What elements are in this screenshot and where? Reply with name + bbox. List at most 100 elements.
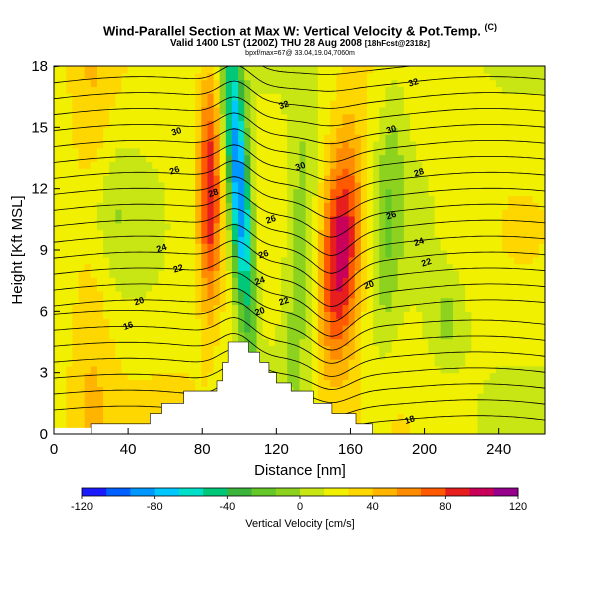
field-cell: [115, 147, 123, 156]
field-cell: [538, 215, 545, 224]
field-cell: [109, 399, 116, 408]
field-cell: [360, 413, 368, 421]
field-cell: [440, 290, 448, 299]
field-cell: [103, 188, 110, 197]
field-cell: [207, 127, 215, 135]
field-cell: [317, 331, 325, 340]
field-cell: [373, 140, 380, 149]
field-cell: [96, 243, 104, 251]
field-cell: [391, 106, 399, 115]
field-cell: [373, 413, 380, 421]
field-cell: [336, 277, 344, 285]
field-cell: [164, 352, 172, 360]
field-cell: [416, 175, 423, 183]
x-tick-label: 160: [338, 441, 363, 458]
field-cell: [207, 66, 215, 74]
field-cell: [60, 236, 67, 244]
field-cell: [115, 399, 123, 408]
field-cell: [219, 290, 227, 299]
field-cell: [281, 202, 288, 210]
field-cell: [452, 66, 460, 74]
field-cell: [287, 324, 294, 333]
field-cell: [508, 72, 515, 81]
field-cell: [514, 236, 522, 244]
field-cell: [446, 72, 454, 81]
field-cell: [281, 113, 288, 122]
field-cell: [274, 106, 282, 115]
field-cell: [471, 181, 479, 190]
field-cell: [256, 297, 264, 306]
field-cell: [121, 284, 129, 292]
field-cell: [477, 290, 485, 299]
field-cell: [434, 386, 442, 394]
field-cell: [133, 100, 141, 108]
field-cell: [127, 331, 135, 340]
field-cell: [287, 331, 294, 340]
field-cell: [103, 250, 110, 258]
field-cell: [311, 113, 319, 122]
field-cell: [471, 243, 479, 251]
field-cell: [385, 263, 393, 272]
field-cell: [195, 134, 202, 142]
field-cell: [90, 324, 98, 333]
field-cell: [121, 277, 129, 285]
field-cell: [244, 250, 251, 258]
field-cell: [465, 304, 472, 312]
field-cell: [471, 188, 479, 197]
field-cell: [182, 66, 190, 74]
field-cell: [348, 372, 356, 381]
field-cell: [452, 79, 460, 88]
field-cell: [330, 120, 337, 128]
field-cell: [139, 215, 147, 224]
field-cell: [367, 406, 374, 415]
field-cell: [330, 386, 337, 394]
field-cell: [287, 120, 294, 128]
field-cell: [127, 195, 135, 203]
field-cell: [281, 72, 288, 81]
field-cell: [342, 290, 350, 299]
field-cell: [164, 154, 172, 162]
field-cell: [348, 134, 356, 142]
colorbar-swatch: [178, 488, 204, 496]
field-cell: [330, 161, 337, 169]
field-cell: [452, 393, 460, 401]
field-cell: [428, 243, 436, 251]
field-cell: [84, 311, 92, 319]
field-cell: [256, 202, 264, 210]
field-cell: [324, 290, 331, 299]
field-cell: [502, 202, 509, 210]
field-cell: [538, 195, 545, 203]
field-cell: [336, 331, 344, 340]
field-cell: [281, 188, 288, 197]
field-cell: [90, 256, 98, 265]
field-cell: [434, 140, 442, 149]
field-cell: [495, 127, 503, 135]
field-cell: [293, 263, 301, 272]
field-cell: [446, 359, 454, 367]
field-cell: [440, 420, 448, 428]
field-cell: [403, 304, 411, 312]
field-cell: [244, 120, 251, 128]
field-cell: [526, 72, 534, 81]
field-cell: [354, 304, 362, 312]
field-cell: [428, 127, 436, 135]
field-cell: [348, 345, 356, 353]
field-cell: [434, 365, 442, 374]
field-cell: [158, 352, 166, 360]
field-cell: [305, 113, 313, 122]
field-cell: [502, 168, 509, 176]
field-cell: [293, 202, 301, 210]
field-cell: [152, 386, 159, 394]
field-cell: [262, 345, 270, 353]
field-cell: [520, 154, 528, 162]
field-cell: [336, 379, 344, 387]
field-cell: [391, 127, 399, 135]
field-cell: [213, 161, 221, 169]
field-cell: [538, 427, 545, 434]
field-cell: [489, 147, 497, 156]
field-cell: [54, 161, 61, 169]
field-cell: [287, 256, 294, 265]
field-cell: [256, 229, 264, 237]
field-cell: [446, 79, 454, 88]
field-cell: [526, 352, 534, 360]
